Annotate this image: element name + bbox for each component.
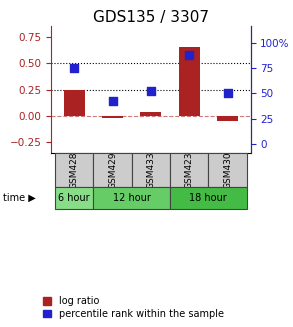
- Legend: log ratio, percentile rank within the sample: log ratio, percentile rank within the sa…: [43, 297, 224, 319]
- Point: [149, 89, 153, 94]
- Point: [110, 99, 115, 104]
- FancyBboxPatch shape: [208, 153, 247, 187]
- Bar: [140, 112, 161, 116]
- FancyBboxPatch shape: [55, 153, 93, 187]
- Text: 6 hour: 6 hour: [58, 193, 90, 203]
- Text: GSM428: GSM428: [70, 151, 79, 189]
- Text: GSM433: GSM433: [146, 151, 155, 189]
- Point: [187, 52, 192, 58]
- FancyBboxPatch shape: [170, 187, 247, 209]
- Bar: [217, 116, 238, 121]
- Bar: [64, 90, 85, 116]
- Text: GSM423: GSM423: [185, 151, 194, 189]
- Text: 12 hour: 12 hour: [113, 193, 151, 203]
- Point: [72, 65, 76, 71]
- Text: 18 hour: 18 hour: [190, 193, 227, 203]
- FancyBboxPatch shape: [170, 153, 208, 187]
- Bar: [179, 47, 200, 116]
- Text: GSM430: GSM430: [223, 151, 232, 189]
- Text: GSM429: GSM429: [108, 151, 117, 189]
- Point: [225, 91, 230, 96]
- Bar: [102, 116, 123, 118]
- FancyBboxPatch shape: [55, 187, 93, 209]
- Title: GDS135 / 3307: GDS135 / 3307: [93, 10, 209, 25]
- FancyBboxPatch shape: [93, 187, 170, 209]
- Text: time ▶: time ▶: [3, 193, 36, 203]
- FancyBboxPatch shape: [93, 153, 132, 187]
- FancyBboxPatch shape: [132, 153, 170, 187]
